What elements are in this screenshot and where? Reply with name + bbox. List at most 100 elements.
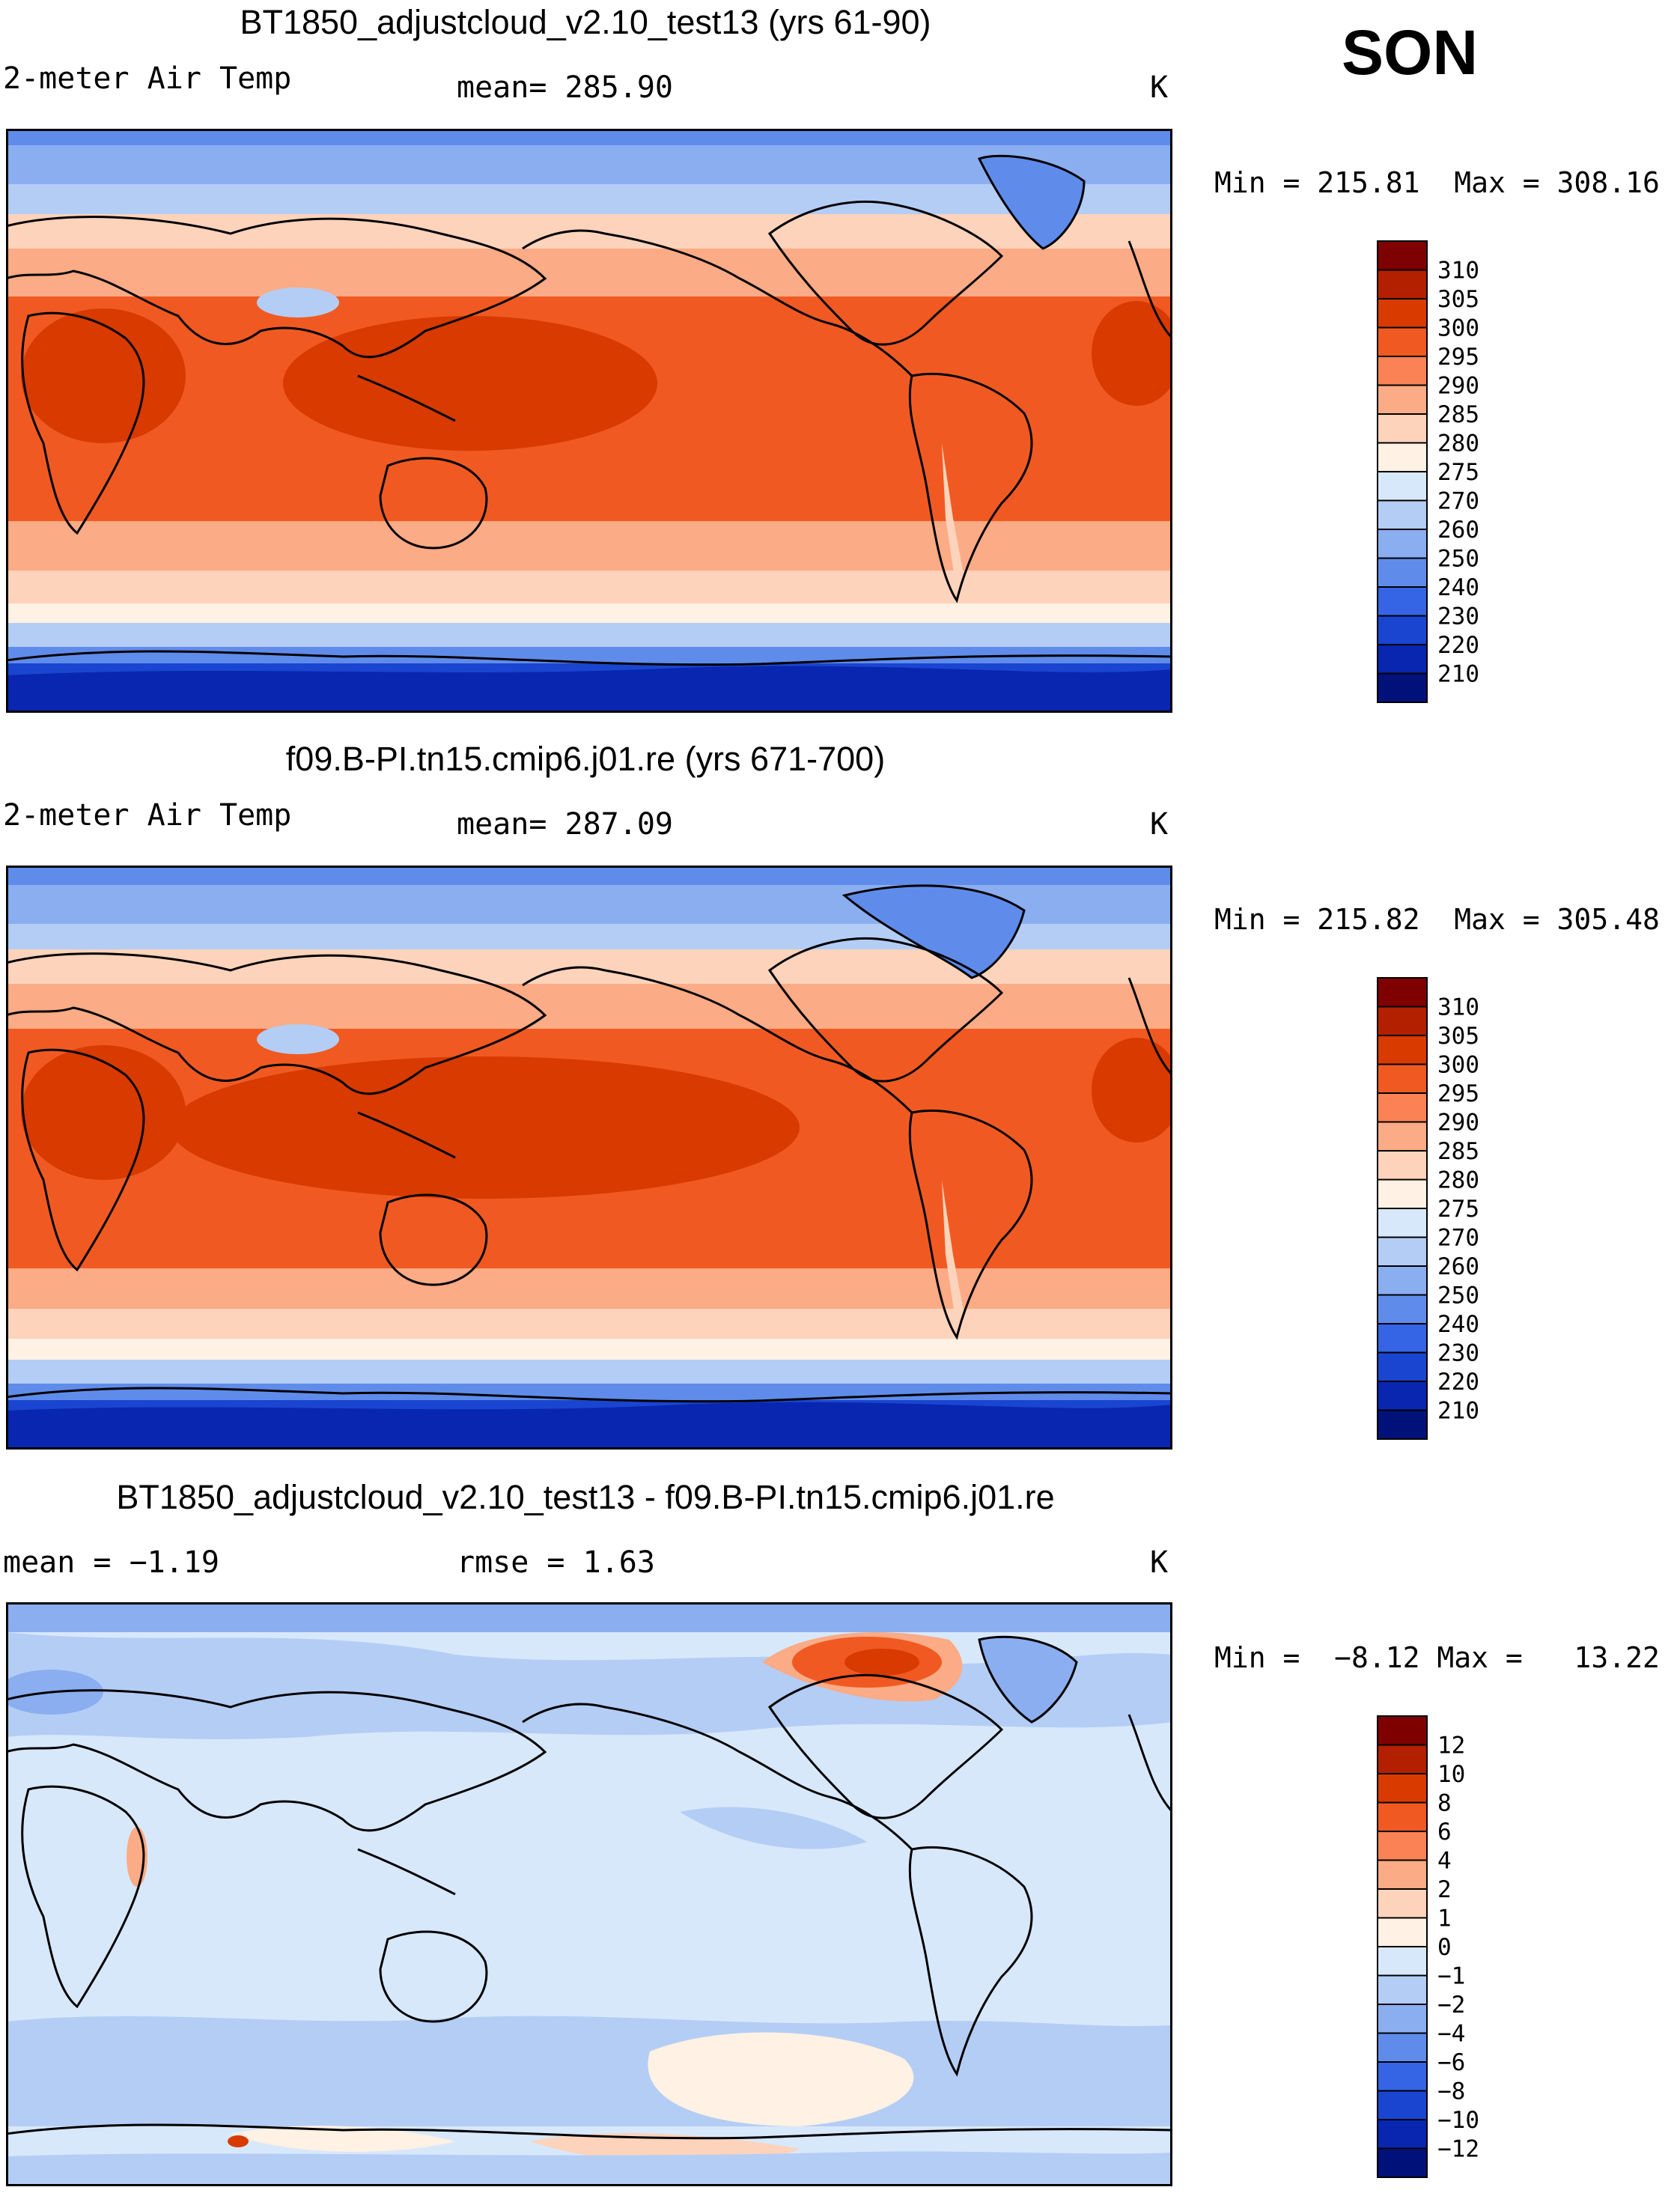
colorbar-swatch (1377, 1974, 1428, 2005)
colorbar-label: −1 (1437, 1963, 1465, 1990)
colorbar-label: 305 (1437, 286, 1479, 313)
colorbar-swatch (1377, 529, 1428, 559)
colorbar-swatch (1377, 1773, 1428, 1804)
panel-1-variable-label: 2-meter Air Temp (3, 61, 292, 96)
colorbar-swatch (1377, 1208, 1428, 1238)
panel-1-title: BT1850_adjustcloud_v2.10_test13 (yrs 61-… (240, 3, 931, 41)
panel-2-min-max: Min = 215.82 Max = 305.48 (1214, 903, 1660, 936)
colorbar-label: 300 (1437, 1052, 1479, 1079)
colorbar-label: 285 (1437, 1138, 1479, 1165)
colorbar-swatch (1377, 1035, 1428, 1065)
colorbar-label: 270 (1437, 488, 1479, 515)
colorbar-label: 2 (1437, 1876, 1452, 1903)
panel-1-mean: mean= 285.90 (457, 70, 673, 105)
colorbar-swatch (1377, 1409, 1428, 1440)
colorbar-label: 4 (1437, 1848, 1452, 1875)
panel-3-rmse: rmse = 1.63 (457, 1545, 655, 1580)
colorbar-swatch (1377, 2090, 1428, 2120)
panel-1-temperature-map (6, 129, 1172, 713)
colorbar-swatch (1377, 672, 1428, 703)
colorbar-label: −4 (1437, 2021, 1465, 2048)
colorbar-label: 0 (1437, 1934, 1452, 1961)
colorbar-label: 12 (1437, 1733, 1465, 1759)
colorbar-swatch (1377, 644, 1428, 675)
colorbar-label: 295 (1437, 1080, 1479, 1107)
colorbar-swatch (1377, 1006, 1428, 1036)
panel-3-title: BT1850_adjustcloud_v2.10_test13 - f09.B-… (116, 1478, 1055, 1516)
colorbar-swatch (1377, 442, 1428, 472)
colorbar-label: 240 (1437, 574, 1479, 601)
colorbar-swatch (1377, 499, 1428, 530)
colorbar-swatch (1377, 1888, 1428, 1919)
panel-2-colorbar: 3103053002952902852802752702602502402302… (1377, 977, 1479, 1440)
panel-2-title: f09.B-PI.tn15.cmip6.j01.re (yrs 671-700) (285, 740, 886, 778)
colorbar-swatch (1377, 557, 1428, 588)
colorbar-label: −6 (1437, 2049, 1465, 2076)
colorbar-label: 250 (1437, 546, 1479, 573)
colorbar-swatch (1377, 1236, 1428, 1267)
colorbar-swatch (1377, 1946, 1428, 1977)
colorbar-swatch (1377, 1801, 1428, 1832)
colorbar-label: −10 (1437, 2107, 1479, 2134)
colorbar-label: 300 (1437, 315, 1479, 342)
colorbar-label: −12 (1437, 2136, 1479, 2163)
colorbar-label: 305 (1437, 1023, 1479, 1050)
colorbar-label: 280 (1437, 431, 1479, 457)
panel-3-min-max: Min = −8.12 Max = 13.22 (1214, 1641, 1660, 1674)
colorbar-swatch (1377, 1744, 1428, 1774)
colorbar-swatch (1377, 1917, 1428, 1947)
colorbar-swatch (1377, 1831, 1428, 1861)
colorbar-swatch (1377, 1063, 1428, 1094)
panel-2-temperature-map (6, 866, 1172, 1450)
colorbar-swatch (1377, 1178, 1428, 1209)
colorbar-swatch (1377, 1351, 1428, 1382)
colorbar-label: 250 (1437, 1283, 1479, 1310)
colorbar-swatch (1377, 1381, 1428, 1411)
colorbar-label: 285 (1437, 401, 1479, 428)
colorbar-label: 240 (1437, 1311, 1479, 1338)
colorbar-label: 6 (1437, 1819, 1452, 1846)
colorbar-label: 310 (1437, 258, 1479, 285)
colorbar-swatch (1377, 1859, 1428, 1890)
colorbar-swatch (1377, 1092, 1428, 1123)
panel-3-difference-map (6, 1602, 1172, 2186)
colorbar-swatch (1377, 615, 1428, 645)
colorbar-label: 290 (1437, 1110, 1479, 1137)
colorbar-label: 270 (1437, 1225, 1479, 1252)
colorbar-swatch (1377, 2147, 1428, 2178)
colorbar-swatch (1377, 1150, 1428, 1181)
colorbar-label: 295 (1437, 344, 1479, 371)
colorbar-swatch (1377, 1265, 1428, 1296)
colorbar-label: −2 (1437, 1992, 1465, 2019)
colorbar-label: 290 (1437, 373, 1479, 400)
colorbar-swatch (1377, 2004, 1428, 2034)
colorbar-label: 220 (1437, 632, 1479, 659)
colorbar-label: 210 (1437, 661, 1479, 688)
colorbar-swatch (1377, 326, 1428, 357)
colorbar-swatch (1377, 269, 1428, 299)
colorbar-swatch (1377, 1323, 1428, 1354)
colorbar-swatch (1377, 471, 1428, 502)
colorbar-swatch (1377, 2061, 1428, 2092)
panel-3-mean: mean = −1.19 (3, 1545, 219, 1580)
colorbar-label: 8 (1437, 1790, 1452, 1817)
colorbar-label: 260 (1437, 1253, 1479, 1280)
panel-2-variable-label: 2-meter Air Temp (3, 798, 292, 833)
colorbar-label: 220 (1437, 1369, 1479, 1396)
colorbar-label: 210 (1437, 1398, 1479, 1425)
colorbar-label: −8 (1437, 2078, 1465, 2105)
colorbar-swatch (1377, 2119, 1428, 2150)
colorbar-label: 260 (1437, 517, 1479, 544)
panel-1-min-max: Min = 215.81 Max = 308.16 (1214, 166, 1660, 199)
colorbar-swatch (1377, 1121, 1428, 1152)
panel-2-mean: mean= 287.09 (457, 807, 673, 842)
colorbar-label: 310 (1437, 994, 1479, 1021)
colorbar-label: 230 (1437, 1340, 1479, 1367)
panel-1-colorbar: 3103053002952902852802752702602502402302… (1377, 240, 1479, 703)
colorbar-swatch (1377, 1715, 1428, 1746)
colorbar-label: 275 (1437, 1196, 1479, 1223)
colorbar-label: 10 (1437, 1761, 1465, 1788)
colorbar-swatch (1377, 356, 1428, 386)
colorbar-swatch (1377, 413, 1428, 444)
